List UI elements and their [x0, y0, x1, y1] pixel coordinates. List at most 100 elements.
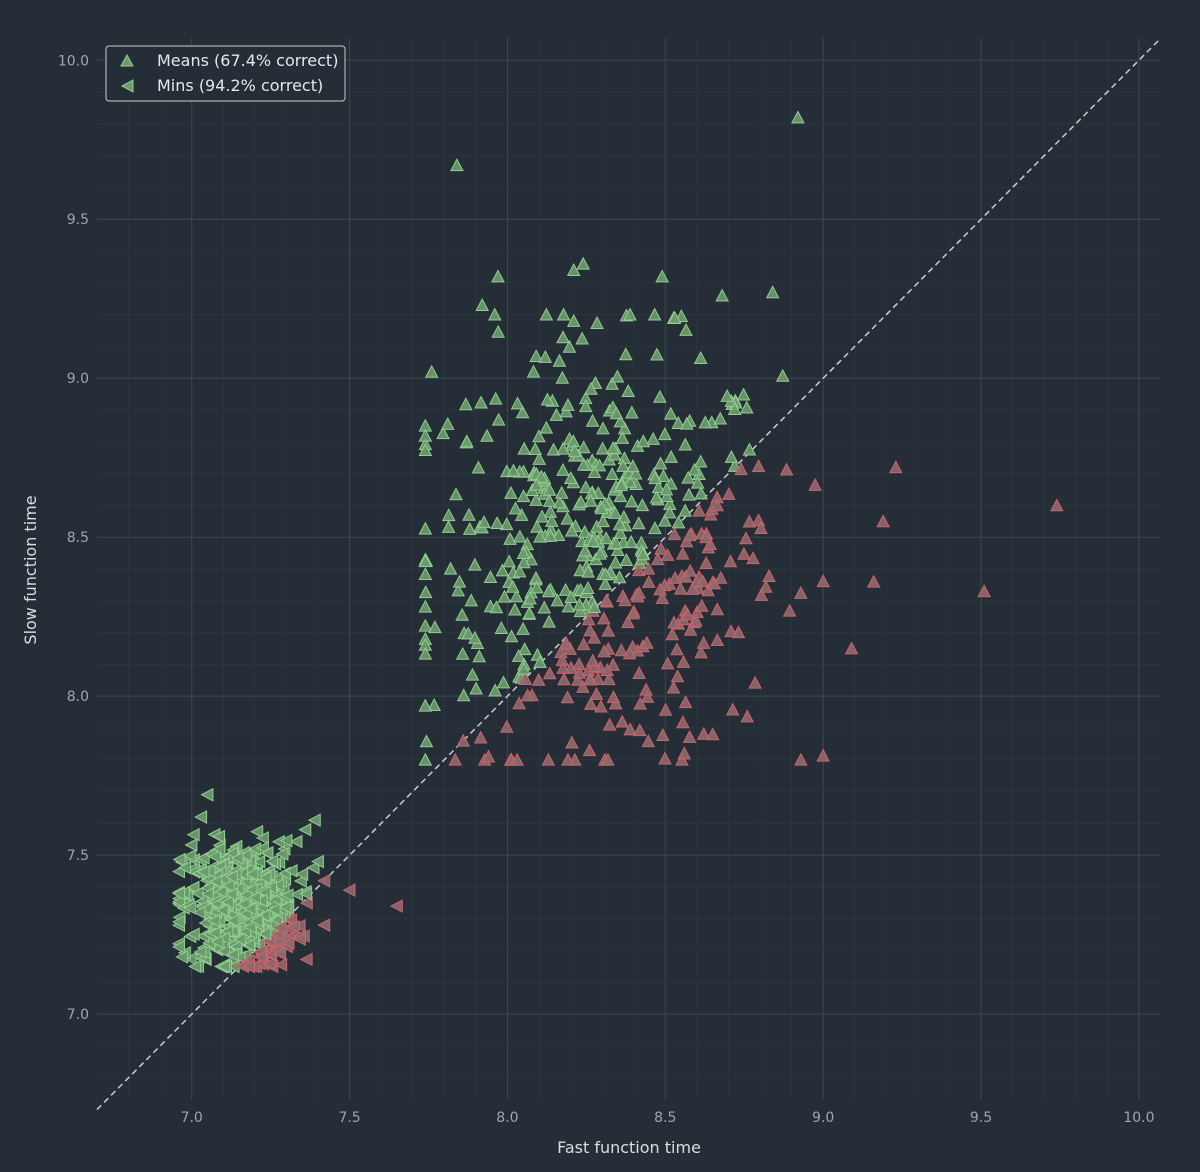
y-tick-label: 8.5	[67, 530, 89, 546]
means-point	[462, 507, 476, 521]
means-point	[600, 663, 615, 676]
means-point	[556, 660, 570, 674]
mins-point	[258, 870, 272, 885]
mins-point	[250, 913, 264, 928]
means-point	[696, 635, 711, 649]
mins-point	[273, 946, 287, 961]
mins-point	[184, 838, 198, 852]
means-point	[621, 384, 636, 398]
means-point	[782, 603, 797, 617]
mins-point	[245, 867, 259, 882]
mins-point	[183, 848, 197, 863]
means-point	[609, 536, 623, 549]
y-tick-label: 7.5	[67, 848, 89, 864]
means-point	[808, 477, 822, 491]
means-point	[727, 401, 742, 415]
mins-point	[284, 864, 298, 878]
means-point	[606, 690, 621, 704]
mins-point	[233, 932, 247, 947]
means-point	[594, 501, 609, 515]
means-point	[584, 381, 598, 395]
means-point	[418, 698, 433, 712]
means-point	[581, 612, 596, 626]
means-point	[576, 637, 591, 651]
mins-point	[278, 900, 292, 914]
means-point	[748, 675, 762, 689]
means-point	[695, 574, 710, 588]
means-point	[491, 412, 506, 426]
means-point	[517, 555, 531, 569]
means-point	[475, 298, 490, 311]
means-point	[488, 683, 502, 697]
means-point	[606, 441, 620, 455]
means-point	[977, 584, 992, 598]
mins-point	[286, 920, 300, 934]
mins-point	[299, 896, 313, 910]
means-point	[690, 475, 705, 489]
means-point	[490, 516, 504, 530]
mins-point	[192, 905, 206, 920]
means-point	[724, 449, 739, 463]
means-point	[816, 574, 831, 588]
means-point	[844, 641, 859, 655]
means-point	[605, 466, 620, 480]
means-point	[526, 364, 541, 378]
means-point	[682, 528, 697, 542]
means-point	[794, 585, 808, 599]
mins-point	[221, 879, 235, 893]
means-point	[455, 646, 470, 660]
means-point	[418, 442, 433, 456]
means-point	[502, 554, 517, 568]
means-point	[689, 613, 703, 627]
means-point	[441, 508, 456, 522]
means-point	[587, 630, 602, 644]
means-point	[595, 441, 610, 455]
mins-point	[262, 957, 276, 971]
means-point	[418, 599, 433, 613]
means-point	[549, 407, 564, 421]
mins-point	[273, 920, 287, 935]
means-point	[480, 428, 494, 442]
means-point	[499, 719, 514, 733]
means-point	[624, 534, 638, 548]
means-point	[459, 434, 474, 448]
means-point	[614, 478, 629, 492]
means-point	[731, 625, 746, 639]
y-tick-label: 8.0	[67, 689, 89, 705]
means-point	[626, 606, 640, 620]
means-point	[567, 443, 582, 457]
means-point	[633, 696, 648, 710]
mins-point	[295, 867, 309, 882]
mins-point	[178, 860, 192, 875]
means-point	[488, 391, 503, 405]
means-point	[491, 324, 506, 338]
means-point	[516, 661, 531, 675]
means-point	[740, 709, 755, 723]
mins-point	[250, 824, 264, 839]
means-point	[575, 331, 589, 345]
mins-point	[237, 897, 251, 911]
means-point	[639, 682, 653, 696]
means-point	[587, 599, 602, 613]
data-points	[172, 110, 1064, 974]
means-point	[658, 513, 672, 527]
means-point	[655, 727, 670, 741]
means-point	[504, 629, 519, 643]
means-point	[534, 469, 549, 483]
means-point	[742, 442, 757, 456]
means-point	[518, 671, 533, 685]
means-point	[471, 460, 486, 474]
mins-point	[307, 813, 321, 828]
means-point	[683, 622, 698, 636]
means-point	[468, 630, 482, 644]
means-point	[613, 525, 628, 539]
means-point	[791, 110, 805, 124]
means-point	[452, 574, 467, 588]
mins-point	[183, 901, 197, 915]
mins-point	[217, 931, 231, 946]
mins-point	[253, 950, 267, 965]
x-tick-label: 9.0	[812, 1110, 834, 1126]
mins-point	[186, 927, 200, 942]
means-point	[520, 688, 535, 702]
means-point	[715, 288, 729, 302]
